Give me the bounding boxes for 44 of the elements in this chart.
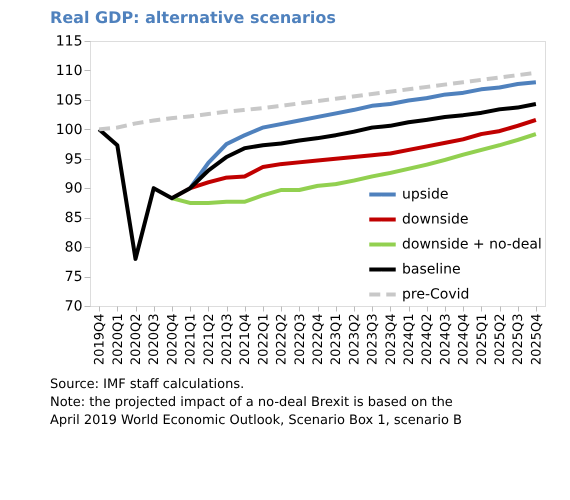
x-tick-label: 2023Q3 — [366, 314, 381, 366]
x-tick-label: 2023Q4 — [384, 314, 399, 366]
y-tick-label: 110 — [56, 62, 82, 79]
x-tick-label: 2022Q2 — [274, 314, 290, 366]
y-tick-label: 115 — [56, 34, 82, 50]
x-tick-label: 2019Q4 — [92, 314, 108, 366]
legend-label: downside + no-deal — [402, 236, 542, 252]
chart-title: Real GDP: alternative scenarios — [50, 8, 336, 27]
y-tick-label: 70 — [64, 298, 82, 314]
legend-label: pre-Covid — [402, 286, 470, 302]
y-tick-label: 80 — [64, 240, 82, 256]
x-tick-label: 2020Q1 — [110, 314, 126, 366]
x-tick-label: 2025Q4 — [529, 314, 544, 366]
source-note: Source: IMF staff calculations. — [50, 377, 244, 392]
legend-label: downside — [402, 212, 468, 228]
x-tick-label: 2021Q4 — [238, 314, 254, 366]
x-tick-label: 2021Q3 — [220, 314, 235, 366]
x-tick-label: 2024Q4 — [456, 314, 472, 366]
x-tick-label: 2025Q1 — [474, 314, 490, 366]
x-tick-label: 2023Q1 — [329, 314, 344, 366]
x-tick-label: 2025Q2 — [493, 314, 508, 366]
x-tick-label: 2022Q3 — [292, 314, 308, 366]
x-tick-label: 2020Q3 — [147, 314, 162, 366]
x-tick-label: 2022Q1 — [256, 314, 272, 366]
line-series — [170, 132, 538, 205]
x-tick-label: 2024Q1 — [402, 314, 417, 366]
x-tick-label: 2024Q2 — [420, 314, 436, 366]
x-tick-label: 2023Q2 — [347, 314, 362, 366]
x-tick-label: 2021Q1 — [184, 314, 199, 366]
legend-label: baseline — [402, 262, 461, 278]
y-tick-label: 85 — [64, 210, 82, 226]
x-tick-label: 2025Q3 — [511, 314, 526, 366]
x-tick-label: 2022Q4 — [311, 314, 326, 366]
x-tick-label: 2020Q2 — [129, 314, 144, 366]
y-tick-label: 90 — [64, 180, 82, 197]
y-tick-label: 75 — [64, 269, 82, 286]
y-tick-label: 95 — [64, 151, 82, 168]
text: Note: the projected impact of a no-deal Brexit is based on the April 2019 World Economic Outlook, Scenario Box 1, scenario B — [50, 395, 462, 428]
x-tick-label: 2021Q2 — [202, 314, 217, 366]
y-tick-label: 100 — [56, 122, 82, 138]
y-tick-label: 105 — [56, 92, 82, 108]
x-tick-label: 2020Q4 — [165, 314, 180, 366]
x-tick-label: 2024Q3 — [438, 314, 454, 366]
legend-label: upside — [402, 186, 448, 202]
